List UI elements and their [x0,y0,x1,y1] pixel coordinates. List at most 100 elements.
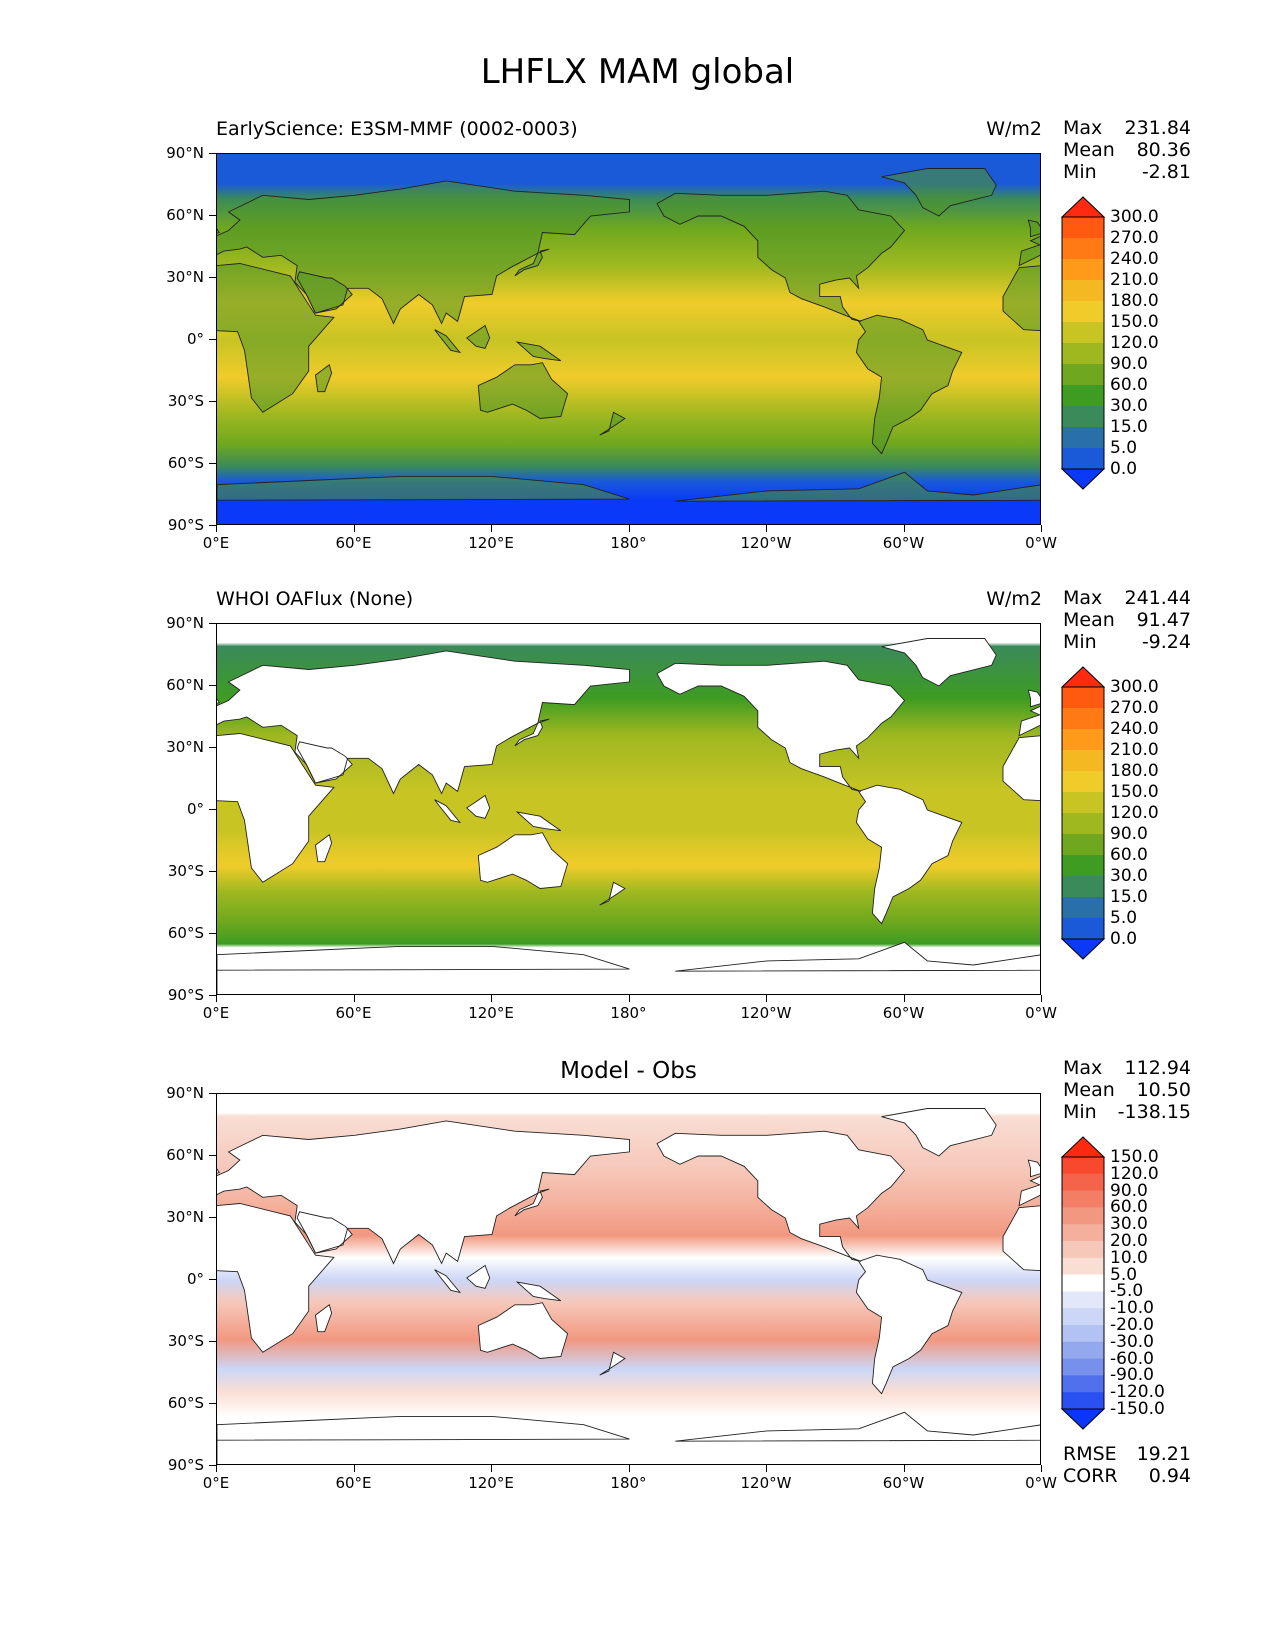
colorbar-segment [1062,897,1104,919]
map-model-plot [217,154,1040,524]
landmass [599,881,626,906]
landmass [297,1211,353,1254]
landmass [656,660,906,792]
landmass [856,315,962,454]
colorbar-segment [1062,301,1104,323]
colorbar-segment [1062,364,1104,386]
colorbar-tick-label: 120.0 [1110,333,1159,353]
colorbar-segment [1062,1308,1104,1326]
landmass [315,364,333,393]
stat-mean: Mean 91.47 [1063,609,1191,631]
colorbar-tick-label: -5.0 [1110,1281,1144,1302]
landmass [217,263,335,413]
colorbar-tick-label: 210.0 [1110,740,1159,760]
lat-tick-label: 60°N [166,1146,204,1164]
lon-tick-label: 0°W [1025,1474,1057,1492]
lat-tick [209,1217,216,1219]
landmass [1003,265,1040,331]
lat-tick [209,153,216,155]
colorbar-tick-label: 120.0 [1110,1163,1159,1184]
colorbar-segment [1062,1274,1104,1292]
lat-tick [209,871,216,873]
lat-tick [209,623,216,625]
landmass [656,1130,906,1262]
landmass [881,638,997,687]
landmass [1028,1160,1040,1177]
colorbar-segment [1062,708,1104,730]
colorbar-tick-label: 180.0 [1110,291,1159,311]
landmass [657,661,905,792]
lat-tick-label: 60°S [167,1394,204,1412]
colorbar-segment [1062,918,1104,940]
lat-tick-label: 30°N [166,1208,204,1226]
lon-tick [903,995,905,1002]
colorbar-graphic [1060,1136,1106,1430]
stat-rmse: RMSE 19.21 [1063,1443,1191,1465]
colorbar-tick-label: 15.0 [1110,887,1148,907]
colorbar-tick-label: 0.0 [1110,929,1138,949]
colorbar-segment [1062,771,1104,793]
landmass [315,834,333,863]
lat-tick [209,685,216,687]
colorbar-tick-label: 60.0 [1110,1197,1148,1218]
landmass [217,1203,334,1353]
colorbar-tick-label: -150.0 [1110,1399,1165,1419]
landmass [217,733,335,883]
landmass [656,190,906,322]
landmass [514,1188,550,1217]
landmass [434,329,460,353]
lon-tick-label: 180° [610,1004,647,1022]
lon-tick-label: 120°E [468,1004,514,1022]
landmass [217,733,334,883]
landmass [1019,706,1040,736]
map-model [216,153,1041,525]
landmass [514,1189,550,1216]
landmass [477,362,569,419]
map-diff [216,1093,1041,1465]
colorbar-segment [1062,280,1104,302]
landmass [856,1255,962,1394]
lon-tick [628,525,630,532]
lat-tick-label: 90°N [166,144,204,162]
colorbar-tick-label: 150.0 [1110,782,1159,802]
lat-tick-label: 30°S [167,392,204,410]
landmass [217,946,630,994]
lon-tick [628,995,630,1002]
lon-tick-label: 120°E [468,534,514,552]
landmass [675,472,1040,502]
colorbar-tick-label: 5.0 [1110,1264,1138,1285]
colorbar-tick-label: 300.0 [1110,677,1159,697]
colorbar-tick-label: 20.0 [1110,1231,1148,1251]
landmass [517,1282,561,1301]
land-mask [217,1108,1040,1464]
colorbar-tick-label: 90.0 [1110,824,1148,844]
landmass [1019,1176,1040,1206]
lat-tick-label: 60°N [166,206,204,224]
landmass [515,811,562,832]
colorbar-segment [1062,729,1104,751]
lat-tick [209,1465,216,1467]
lon-tick [903,525,905,532]
lon-tick-label: 0°E [202,534,230,552]
lon-tick-label: 0°E [202,1004,230,1022]
colorbar-segment [1062,259,1104,281]
colorbar-tick-label: -30.0 [1110,1331,1154,1352]
landmass [217,1120,630,1265]
lat-tick-label: 60°N [166,676,204,694]
stats-block: Max 231.84 Mean 80.36 Min -2.81 [1063,117,1191,183]
lon-tick [903,1465,905,1472]
colorbar-up-arrow-icon [1060,666,1106,688]
panel-model: EarlyScience: E3SM-MMF (0002-0003) W/m2 [0,0,1275,552]
lon-tick [1041,995,1043,1002]
lat-tick-label: 30°S [167,862,204,880]
lat-tick [209,463,216,465]
landmass [675,471,1040,502]
colorbar-segment [1062,1341,1104,1360]
colorbar-segment [1062,1358,1104,1376]
landmass [515,1281,562,1302]
landmass [515,341,562,362]
landmass [675,1411,1040,1442]
landmass [434,799,462,824]
colorbar-tick-label: 10.0 [1110,1247,1148,1268]
colorbar-segment [1062,448,1104,470]
